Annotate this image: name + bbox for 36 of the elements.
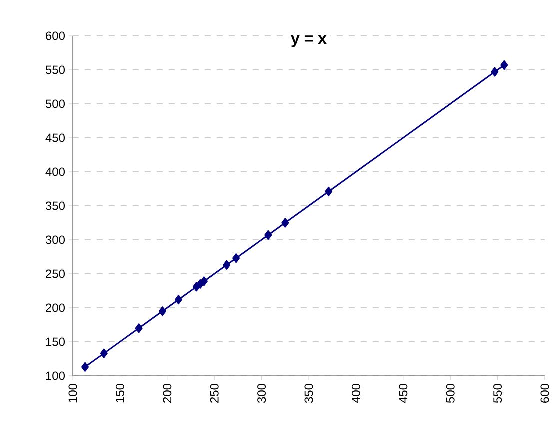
y-tick-label: 550 <box>46 66 65 74</box>
x-tick-label: 300 <box>258 384 266 404</box>
point <box>174 295 182 305</box>
x-tick-label: 550 <box>494 384 502 404</box>
y-tick-label: 150 <box>46 338 65 346</box>
x-tick-label: 150 <box>116 384 124 403</box>
point <box>491 67 499 77</box>
point <box>82 362 90 372</box>
y-tick-label: 350 <box>46 202 65 210</box>
point <box>100 348 108 358</box>
y-tick-label: 400 <box>46 168 65 176</box>
x-tick-label: 100 <box>68 384 78 403</box>
point <box>158 306 166 316</box>
point <box>232 254 240 264</box>
point <box>325 186 333 196</box>
y-tick-label: 250 <box>46 270 65 278</box>
point <box>282 218 290 228</box>
chart-title: y = x <box>291 36 327 48</box>
x-tick-label: 250 <box>210 384 219 403</box>
y-tick-label: 200 <box>46 304 65 312</box>
x-tick-label: 450 <box>399 384 408 404</box>
point <box>500 60 508 70</box>
point <box>135 324 143 334</box>
x-tick-label: 350 <box>304 384 314 404</box>
point <box>200 276 208 286</box>
x-tick-label: 500 <box>446 384 455 404</box>
point <box>223 260 231 270</box>
point <box>264 230 272 240</box>
y-tick-label: 600 <box>46 32 65 40</box>
y-tick-label: 100 <box>46 372 65 380</box>
y-tick-label: 450 <box>46 134 65 142</box>
y-tick-label: 500 <box>46 100 65 108</box>
x-tick-label: 400 <box>352 384 360 404</box>
x-tick-label: 200 <box>163 384 172 403</box>
y-tick-label: 300 <box>46 236 65 244</box>
x-tick-label: 600 <box>540 384 550 403</box>
